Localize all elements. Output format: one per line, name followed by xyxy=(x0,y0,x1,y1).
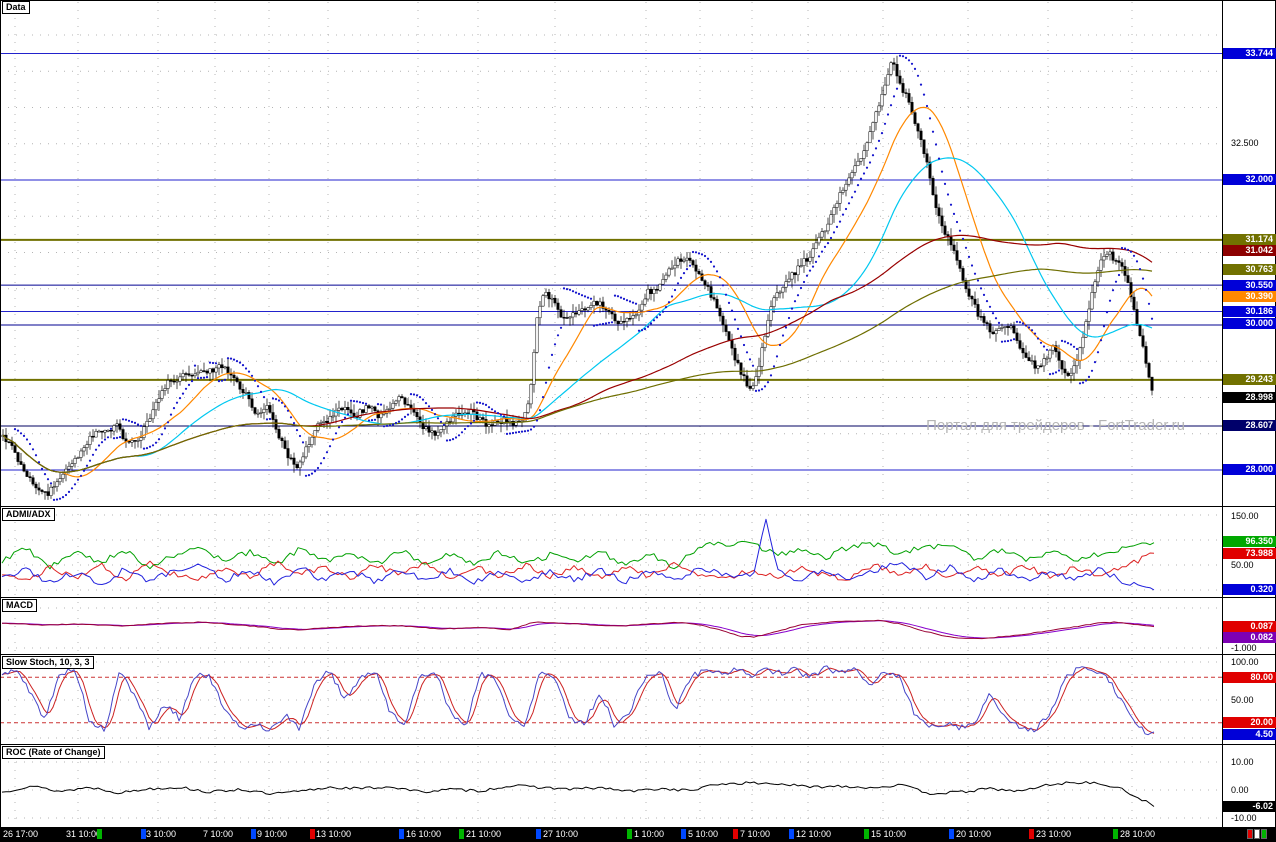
time-tick xyxy=(141,829,146,839)
time-label: 1 10:00 xyxy=(634,829,665,839)
time-tick xyxy=(310,829,315,839)
time-label: 7 10:00 xyxy=(740,829,771,839)
time-label: 5 10:00 xyxy=(688,829,719,839)
time-tick xyxy=(627,829,632,839)
time-tick xyxy=(399,829,404,839)
time-label: 23 10:00 xyxy=(1036,829,1072,839)
time-tick xyxy=(251,829,256,839)
time-tick xyxy=(1113,829,1118,839)
time-label: 9 10:00 xyxy=(257,829,288,839)
time-label: 13 10:00 xyxy=(316,829,352,839)
time-tick xyxy=(97,829,102,839)
time-label: 12 10:00 xyxy=(796,829,832,839)
time-label: 20 10:00 xyxy=(956,829,992,839)
time-label: 26 17:00 xyxy=(3,829,39,839)
panel-title-stoch[interactable]: Slow Stoch, 10, 3, 3 xyxy=(2,656,94,669)
time-tick xyxy=(459,829,464,839)
time-label: 27 10:00 xyxy=(543,829,579,839)
time-tick xyxy=(536,829,541,839)
time-label: 15 10:00 xyxy=(871,829,907,839)
time-axis: 26 17:00 31 10:00 3 10:00 7 10:00 9 10:00 13 … xyxy=(0,827,1276,842)
panel-title-macd[interactable]: MACD xyxy=(2,599,37,612)
time-label: 7 10:00 xyxy=(203,829,234,839)
time-label: 16 10:00 xyxy=(406,829,442,839)
watermark: Портал для трейдеров - FortTrader.ru xyxy=(926,417,1185,434)
panel-title-roc[interactable]: ROC (Rate of Change) xyxy=(2,746,105,759)
time-label: 21 10:00 xyxy=(466,829,502,839)
time-label: 31 10:00 xyxy=(66,829,102,839)
time-tick xyxy=(1029,829,1034,839)
time-tick xyxy=(864,829,869,839)
panel-title-adx[interactable]: ADMI/ADX xyxy=(2,508,55,521)
time-tick xyxy=(949,829,954,839)
panel-title-data[interactable]: Data xyxy=(2,1,30,14)
time-label: 28 10:00 xyxy=(1120,829,1156,839)
time-tick xyxy=(681,829,686,839)
time-label: 3 10:00 xyxy=(146,829,177,839)
time-tick xyxy=(789,829,794,839)
time-axis-icon xyxy=(1247,829,1267,839)
time-tick xyxy=(733,829,738,839)
